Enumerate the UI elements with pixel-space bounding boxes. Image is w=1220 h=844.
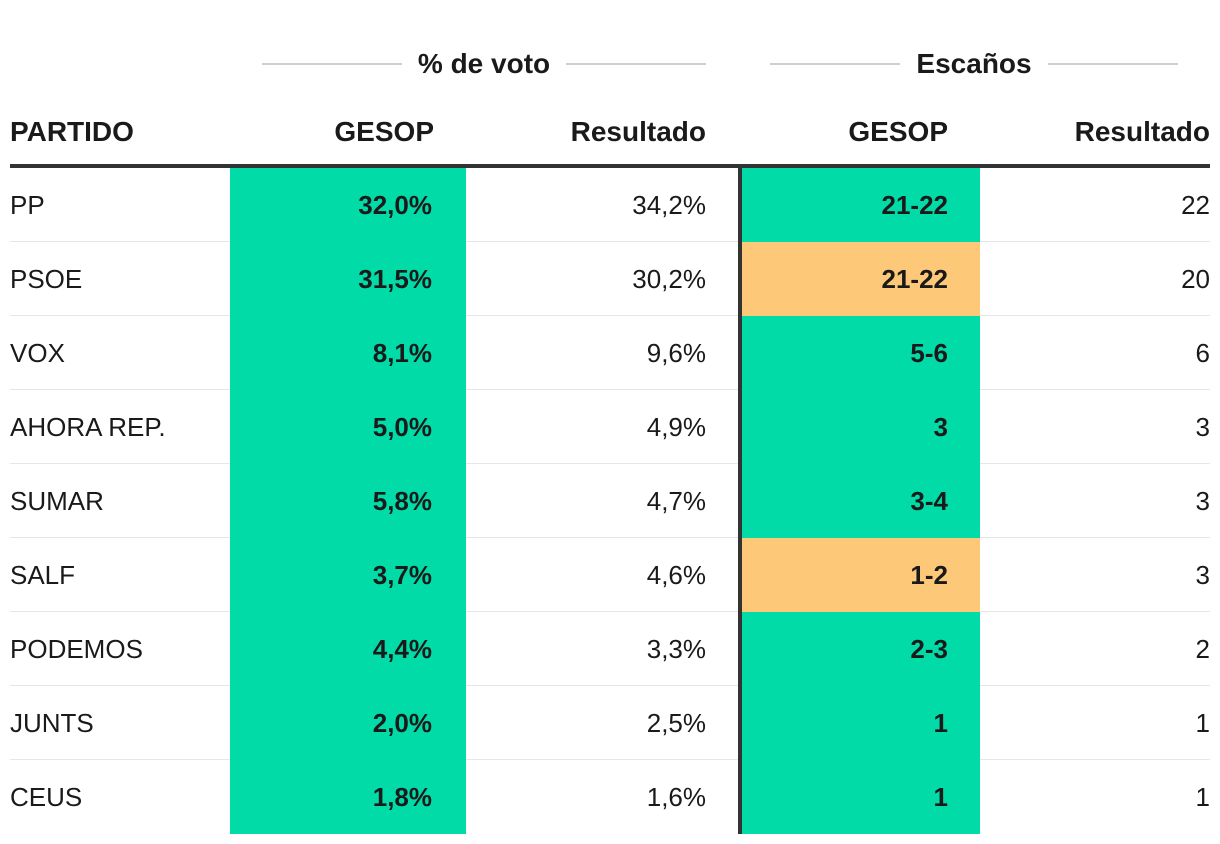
seats-group-header: Escaños [770, 42, 1179, 86]
seats-result-cell: 3 [1195, 412, 1210, 442]
vote-result-cell: 2,5% [646, 708, 706, 738]
group-header-line [770, 63, 901, 65]
group-header-line [262, 63, 402, 65]
table-row: JUNTS 2,0% 2,5% 1 1 [10, 686, 1210, 760]
group-header-line [566, 63, 707, 65]
party-cell: PSOE [10, 264, 83, 294]
party-cell: PP [10, 190, 45, 220]
table-body: PP 32,0% 34,2% 21-22 22 PSOE 31,5% 30,2% 21-22 20… [10, 168, 1210, 834]
vote-gesop-cell: 8,1% [230, 316, 466, 390]
seats-group-title: Escaños [916, 48, 1032, 79]
seats-result-cell: 1 [1195, 782, 1210, 812]
seats-gesop-cell: 21-22 [742, 168, 980, 242]
header-divider [10, 164, 1210, 168]
party-cell: SALF [10, 560, 76, 590]
vote-result-cell: 4,6% [646, 560, 706, 590]
vote-gesop-cell: 5,8% [230, 464, 466, 538]
party-cell: VOX [10, 338, 65, 368]
vertical-divider [738, 168, 742, 834]
seats-gesop-cell: 5-6 [742, 316, 980, 390]
vote-result-cell: 4,7% [646, 486, 706, 516]
group-header-line [1047, 63, 1179, 65]
column-header-vote-result: Resultado [570, 116, 706, 147]
vote-gesop-cell: 1,8% [230, 760, 466, 834]
seats-gesop-cell: 1 [742, 686, 980, 760]
vote-gesop-cell: 4,4% [230, 612, 466, 686]
party-cell: PODEMOS [10, 634, 143, 664]
seats-gesop-cell: 1 [742, 760, 980, 834]
vote-result-cell: 3,3% [646, 634, 706, 664]
table-row: VOX 8,1% 9,6% 5-6 6 [10, 316, 1210, 390]
seats-result-cell: 3 [1195, 560, 1210, 590]
seats-result-cell: 3 [1195, 486, 1210, 516]
vote-group-title: % de voto [417, 48, 551, 79]
table-row: PODEMOS 4,4% 3,3% 2-3 2 [10, 612, 1210, 686]
vote-group-header: % de voto [262, 42, 707, 86]
seats-result-cell: 22 [1181, 190, 1210, 220]
seats-result-cell: 6 [1195, 338, 1210, 368]
seats-result-cell: 1 [1195, 708, 1210, 738]
column-header-party: PARTIDO [10, 116, 134, 147]
vote-gesop-cell: 5,0% [230, 390, 466, 464]
vote-result-cell: 4,9% [646, 412, 706, 442]
vote-result-cell: 1,6% [646, 782, 706, 812]
vote-gesop-cell: 32,0% [230, 168, 466, 242]
seats-gesop-cell: 21-22 [742, 242, 980, 316]
vote-gesop-cell: 31,5% [230, 242, 466, 316]
column-header-vote-gesop: GESOP [334, 116, 434, 147]
vote-result-cell: 9,6% [646, 338, 706, 368]
column-header-seats-gesop: GESOP [848, 116, 948, 147]
seats-gesop-cell: 2-3 [742, 612, 980, 686]
seats-gesop-cell: 1-2 [742, 538, 980, 612]
party-cell: CEUS [10, 782, 83, 812]
table-row: CEUS 1,8% 1,6% 1 1 [10, 760, 1210, 834]
seats-gesop-cell: 3-4 [742, 464, 980, 538]
seats-result-cell: 20 [1181, 264, 1210, 294]
table-row: AHORA REP. 5,0% 4,9% 3 3 [10, 390, 1210, 464]
column-headers: PARTIDO GESOP Resultado GESOP Resultado [10, 108, 1210, 156]
table-row: SUMAR 5,8% 4,7% 3-4 3 [10, 464, 1210, 538]
vote-gesop-cell: 3,7% [230, 538, 466, 612]
table-row: PSOE 31,5% 30,2% 21-22 20 [10, 242, 1210, 316]
vote-result-cell: 34,2% [632, 190, 706, 220]
column-header-seats-result: Resultado [1074, 116, 1210, 147]
table-row: PP 32,0% 34,2% 21-22 22 [10, 168, 1210, 242]
table-row: SALF 3,7% 4,6% 1-2 3 [10, 538, 1210, 612]
party-cell: JUNTS [10, 708, 94, 738]
seats-result-cell: 2 [1195, 634, 1210, 664]
party-cell: AHORA REP. [10, 412, 166, 442]
vote-gesop-cell: 2,0% [230, 686, 466, 760]
seats-gesop-cell: 3 [742, 390, 980, 464]
party-cell: SUMAR [10, 486, 104, 516]
vote-result-cell: 30,2% [632, 264, 706, 294]
